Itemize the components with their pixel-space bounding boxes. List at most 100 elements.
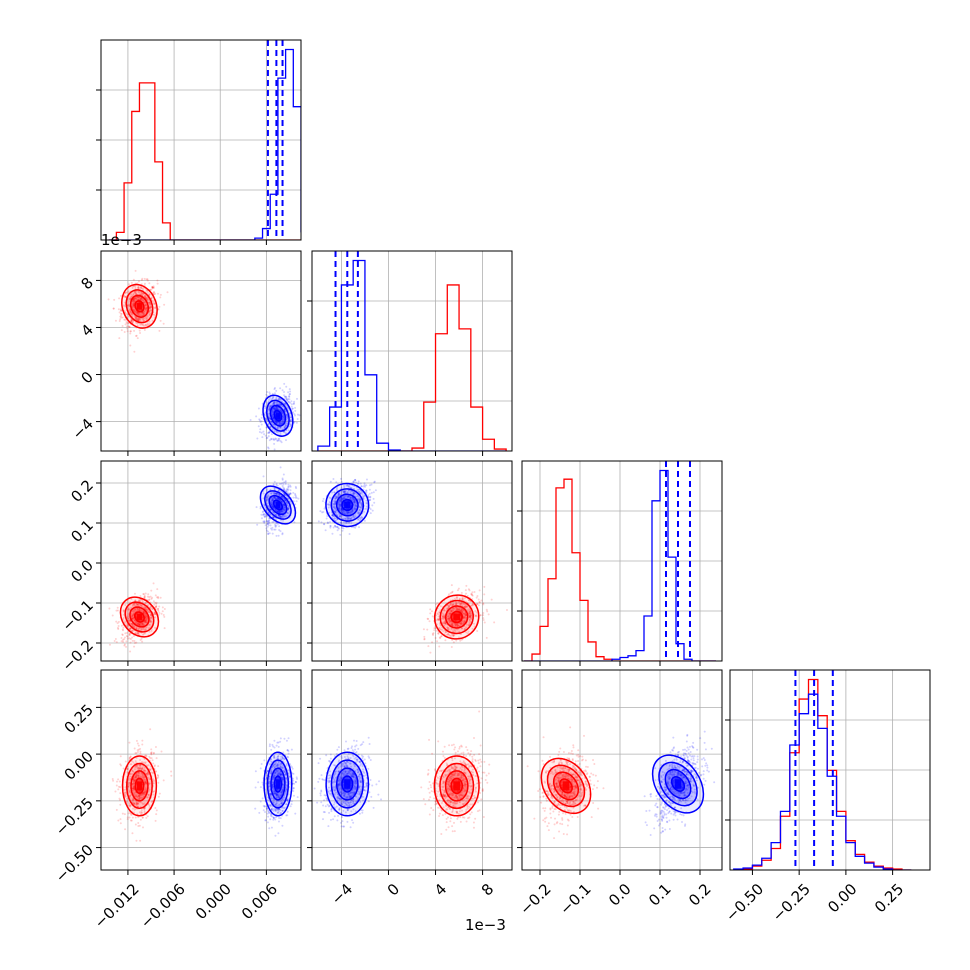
- scatter-point: [286, 413, 289, 416]
- scatter-point: [326, 522, 329, 525]
- scatter-point: [108, 643, 111, 646]
- scatter-point: [142, 292, 145, 295]
- scatter-point: [123, 301, 126, 304]
- scatter-point: [126, 624, 129, 627]
- scatter-point: [129, 310, 132, 313]
- scatter-point: [149, 302, 152, 305]
- scatter-point: [142, 298, 145, 301]
- scatter-point: [150, 616, 153, 619]
- scatter-point: [140, 629, 143, 632]
- scatter-point: [293, 413, 296, 416]
- scatter-point: [154, 616, 157, 619]
- scatter-point: [139, 603, 142, 606]
- scatter-point: [285, 396, 288, 399]
- scatter-point: [128, 305, 131, 308]
- scatter-point: [125, 325, 128, 328]
- scatter-point: [148, 301, 151, 304]
- scatter-point: [155, 601, 158, 604]
- scatter-point: [134, 292, 137, 295]
- scatter-point: [288, 393, 291, 396]
- scatter-point: [156, 607, 159, 610]
- scatter-point: [118, 337, 121, 340]
- scatter-point: [431, 641, 434, 644]
- scatter-point: [435, 629, 438, 632]
- scatter-point: [144, 592, 147, 595]
- scatter-point: [132, 278, 135, 281]
- scatter-point: [142, 312, 145, 315]
- scatter-point: [154, 819, 157, 822]
- scatter-point: [276, 421, 279, 424]
- scatter-point: [132, 293, 135, 296]
- scatter-point: [147, 603, 150, 606]
- scatter-point: [329, 520, 332, 523]
- scatter-point: [144, 616, 147, 619]
- scatter-point: [137, 627, 140, 630]
- scatter-point: [143, 301, 146, 304]
- scatter-point: [125, 322, 128, 325]
- scatter-point: [267, 432, 270, 435]
- scatter-point: [157, 765, 160, 768]
- scatter-point: [149, 605, 152, 608]
- scatter-point: [142, 610, 145, 613]
- panel-3-0: [96, 669, 302, 875]
- scatter-point: [140, 297, 143, 300]
- scatter-point: [132, 305, 135, 308]
- scatter-point: [136, 311, 139, 314]
- scatter-point: [145, 617, 148, 620]
- scatter-point: [475, 596, 478, 599]
- scatter-point: [275, 408, 278, 411]
- scatter-point: [131, 623, 134, 626]
- scatter-point: [263, 504, 266, 507]
- scatter-point: [143, 620, 146, 623]
- scatter-point: [283, 408, 286, 411]
- scatter-point: [272, 423, 275, 426]
- scatter-point: [133, 310, 136, 313]
- scatter-point: [128, 283, 131, 286]
- scatter-point: [143, 611, 146, 614]
- scatter-point: [120, 329, 123, 332]
- scatter-point: [137, 622, 140, 625]
- scatter-point: [119, 763, 122, 766]
- scatter-point: [118, 297, 121, 300]
- scatter-point: [274, 492, 277, 495]
- scatter-point: [135, 752, 138, 755]
- scatter-point: [134, 599, 137, 602]
- scatter-point: [127, 321, 130, 324]
- scatter-point: [476, 602, 479, 605]
- scatter-point: [126, 816, 129, 819]
- scatter-point: [270, 433, 273, 436]
- scatter-point: [124, 296, 127, 299]
- scatter-point: [142, 623, 145, 626]
- scatter-point: [131, 624, 134, 627]
- scatter-point: [289, 489, 292, 492]
- scatter-point: [112, 307, 115, 310]
- scatter-point: [268, 439, 271, 442]
- scatter-point: [140, 292, 143, 295]
- scatter-point: [150, 597, 153, 600]
- scatter-point: [268, 522, 271, 525]
- scatter-point: [273, 401, 276, 404]
- scatter-point: [131, 629, 134, 632]
- scatter-point: [114, 790, 117, 793]
- scatter-point: [159, 596, 162, 599]
- scatter-point: [130, 320, 133, 323]
- scatter-point: [134, 316, 137, 319]
- scatter-point: [139, 297, 142, 300]
- scatter-point: [292, 403, 295, 406]
- scatter-point: [273, 392, 276, 395]
- scatter-point: [166, 291, 169, 294]
- scatter-point: [278, 422, 281, 425]
- scatter-point: [134, 287, 137, 290]
- scatter-point: [272, 407, 275, 410]
- scatter-point: [268, 431, 271, 434]
- scatter-point: [291, 407, 294, 410]
- scatter-point: [281, 411, 284, 414]
- scatter-point: [130, 320, 133, 323]
- scatter-point: [144, 606, 147, 609]
- scatter-point: [265, 437, 268, 440]
- scatter-point: [125, 640, 128, 643]
- scatter-point: [145, 608, 148, 611]
- scatter-point: [470, 592, 473, 595]
- scatter-point: [143, 594, 146, 597]
- scatter-point: [429, 651, 432, 654]
